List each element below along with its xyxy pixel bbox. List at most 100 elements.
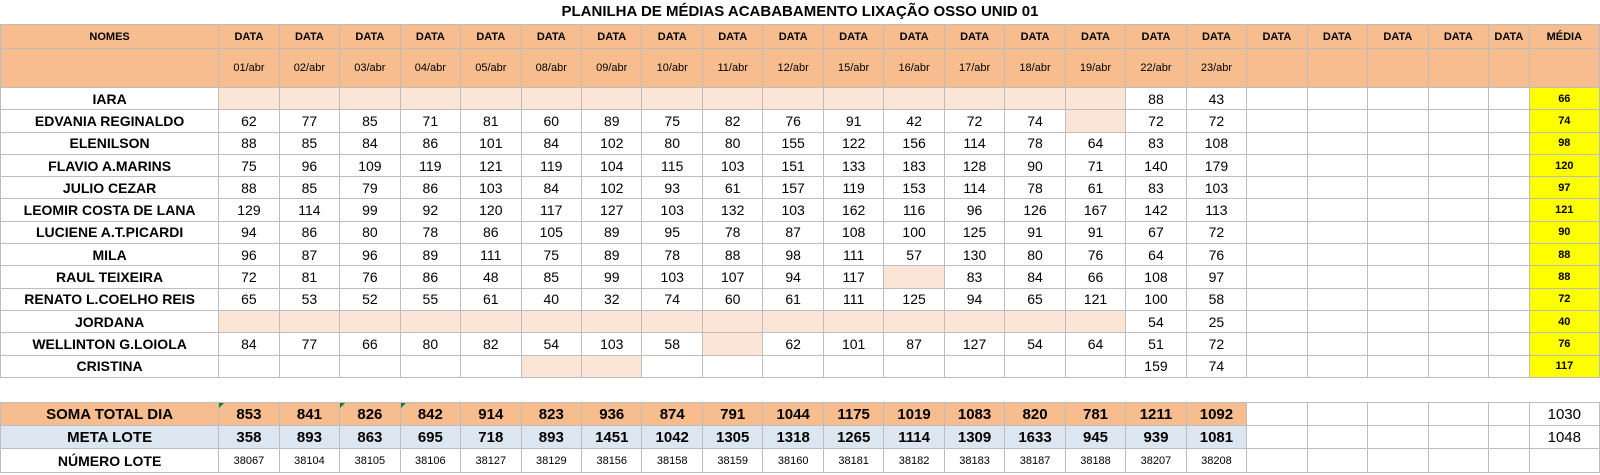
- header-date[interactable]: [1488, 48, 1530, 88]
- value-cell[interactable]: 108: [822, 220, 885, 245]
- value-cell[interactable]: 74: [641, 287, 703, 311]
- value-cell[interactable]: 104: [581, 153, 643, 178]
- value-cell[interactable]: [1306, 86, 1369, 111]
- soma-value[interactable]: 1092: [1185, 402, 1248, 426]
- value-cell[interactable]: [1367, 243, 1429, 267]
- value-cell[interactable]: 55: [399, 287, 462, 311]
- value-cell[interactable]: 42: [883, 109, 945, 133]
- value-cell[interactable]: 107: [701, 265, 764, 289]
- value-cell[interactable]: [1488, 265, 1530, 289]
- value-cell[interactable]: [762, 309, 824, 334]
- value-cell[interactable]: 61: [460, 287, 522, 311]
- value-cell[interactable]: [1306, 220, 1369, 245]
- value-cell[interactable]: 83: [943, 265, 1006, 289]
- value-cell[interactable]: [1427, 309, 1490, 334]
- value-cell[interactable]: 94: [943, 287, 1006, 311]
- value-cell[interactable]: 121: [460, 153, 522, 178]
- value-cell[interactable]: 78: [701, 220, 764, 245]
- header-nomes[interactable]: NOMES: [0, 24, 220, 49]
- value-cell[interactable]: [1488, 198, 1530, 222]
- blank-cell[interactable]: [1427, 402, 1490, 426]
- value-cell[interactable]: 103: [460, 176, 522, 200]
- value-cell[interactable]: [1367, 198, 1429, 222]
- value-cell[interactable]: [1367, 220, 1429, 245]
- value-cell[interactable]: 98: [762, 243, 824, 267]
- meta-value[interactable]: 1042: [641, 425, 703, 449]
- soma-value[interactable]: 826: [339, 402, 401, 426]
- meta-value[interactable]: 1633: [1004, 425, 1066, 449]
- header-date[interactable]: 10/abr: [641, 48, 703, 88]
- value-cell[interactable]: 91: [1064, 220, 1127, 245]
- value-cell[interactable]: 94: [218, 220, 280, 245]
- value-cell[interactable]: [278, 86, 341, 111]
- value-cell[interactable]: [1246, 109, 1308, 133]
- value-cell[interactable]: 78: [641, 243, 703, 267]
- value-cell[interactable]: 77: [278, 332, 341, 356]
- employee-name[interactable]: ELENILSON: [0, 131, 220, 155]
- value-cell[interactable]: [1064, 354, 1127, 378]
- value-cell[interactable]: 88: [701, 243, 764, 267]
- value-cell[interactable]: 85: [278, 131, 341, 155]
- value-cell[interactable]: [1246, 332, 1308, 356]
- header-date[interactable]: [1427, 48, 1490, 88]
- value-cell[interactable]: 96: [943, 198, 1006, 222]
- value-cell[interactable]: 99: [339, 198, 401, 222]
- value-cell[interactable]: [1246, 220, 1308, 245]
- value-cell[interactable]: 101: [822, 332, 885, 356]
- soma-value[interactable]: 936: [581, 402, 643, 426]
- blank-cell[interactable]: [1528, 448, 1600, 473]
- value-cell[interactable]: [581, 309, 643, 334]
- value-cell[interactable]: 88: [1125, 86, 1187, 111]
- value-cell[interactable]: 117: [822, 265, 885, 289]
- value-cell[interactable]: 114: [943, 176, 1006, 200]
- soma-value[interactable]: 823: [520, 402, 583, 426]
- value-cell[interactable]: 103: [762, 198, 824, 222]
- header-date[interactable]: [1306, 48, 1369, 88]
- header-date[interactable]: 16/abr: [883, 48, 945, 88]
- value-cell[interactable]: 80: [399, 332, 462, 356]
- value-cell[interactable]: 48: [460, 265, 522, 289]
- soma-value[interactable]: 791: [701, 402, 764, 426]
- value-cell[interactable]: 86: [399, 176, 462, 200]
- value-cell[interactable]: [399, 86, 462, 111]
- value-cell[interactable]: 89: [581, 109, 643, 133]
- value-cell[interactable]: [1306, 131, 1369, 155]
- value-cell[interactable]: [1367, 287, 1429, 311]
- header-date[interactable]: 08/abr: [520, 48, 583, 88]
- value-cell[interactable]: [1488, 243, 1530, 267]
- media-cell[interactable]: 90: [1528, 220, 1600, 245]
- value-cell[interactable]: 156: [883, 131, 945, 155]
- value-cell[interactable]: [1488, 354, 1530, 378]
- value-cell[interactable]: [1246, 131, 1308, 155]
- value-cell[interactable]: 84: [218, 332, 280, 356]
- value-cell[interactable]: [399, 354, 462, 378]
- numero-value[interactable]: 38067: [218, 448, 280, 473]
- meta-value[interactable]: 863: [339, 425, 401, 449]
- soma-value[interactable]: 842: [399, 402, 462, 426]
- value-cell[interactable]: 65: [218, 287, 280, 311]
- value-cell[interactable]: 101: [460, 131, 522, 155]
- meta-value[interactable]: 945: [1064, 425, 1127, 449]
- value-cell[interactable]: 103: [1185, 176, 1248, 200]
- value-cell[interactable]: [1367, 265, 1429, 289]
- value-cell[interactable]: 25: [1185, 309, 1248, 334]
- soma-value[interactable]: 841: [278, 402, 341, 426]
- value-cell[interactable]: 76: [1064, 243, 1127, 267]
- value-cell[interactable]: 86: [278, 220, 341, 245]
- soma-value[interactable]: 853: [218, 402, 280, 426]
- value-cell[interactable]: 32: [581, 287, 643, 311]
- soma-label[interactable]: SOMA TOTAL DIA: [0, 402, 220, 426]
- value-cell[interactable]: [762, 86, 824, 111]
- header-date[interactable]: 03/abr: [339, 48, 401, 88]
- employee-name[interactable]: IARA: [0, 86, 220, 111]
- value-cell[interactable]: 94: [762, 265, 824, 289]
- value-cell[interactable]: 75: [520, 243, 583, 267]
- value-cell[interactable]: 51: [1125, 332, 1187, 356]
- header-date[interactable]: 05/abr: [460, 48, 522, 88]
- soma-value[interactable]: 781: [1064, 402, 1127, 426]
- value-cell[interactable]: 119: [520, 153, 583, 178]
- value-cell[interactable]: [1427, 153, 1490, 178]
- header-data[interactable]: DATA: [1064, 24, 1127, 49]
- numero-value[interactable]: 38156: [581, 448, 643, 473]
- value-cell[interactable]: 113: [1185, 198, 1248, 222]
